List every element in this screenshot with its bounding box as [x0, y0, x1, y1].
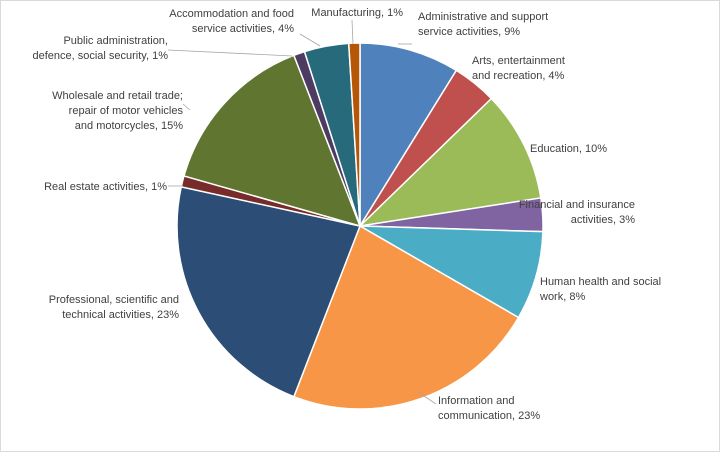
data-label-line: and motorcycles, 15% [75, 120, 183, 132]
pie-slice-3 [357, 97, 542, 228]
data-label-line: Information and [438, 395, 514, 407]
data-label-line: Education, 10% [530, 143, 607, 155]
data-label-1: Administrative and support service activi… [418, 11, 548, 38]
data-label-line: Human health and social [540, 276, 661, 288]
data-label-2: Arts, entertainment and recreation, 4% [472, 55, 565, 82]
leader-line-10 [167, 49, 293, 57]
pie-slice-7 [176, 185, 362, 398]
data-label-line: work, 8% [539, 291, 585, 303]
data-label-5: Human health and social work, 8% [539, 276, 661, 303]
data-label-9: Wholesale and retail trade; repair of mot… [52, 90, 183, 132]
data-label-line: service activities, 4% [192, 23, 294, 35]
pie-slice-9 [183, 54, 362, 228]
data-label-line: repair of motor vehicles [69, 105, 184, 117]
data-label-line: Public administration, [63, 35, 168, 47]
data-label-line: communication, 23% [438, 410, 540, 422]
pie-slice-6 [292, 224, 520, 410]
leader-line-12 [351, 19, 354, 45]
leader-line-6 [417, 391, 437, 405]
pie-slice-12 [347, 42, 361, 227]
data-label-6: Information and communication, 23% [438, 395, 540, 422]
leader-lines [167, 19, 437, 405]
data-label-line: Real estate activities, 1% [44, 181, 167, 193]
data-label-line: Administrative and support [418, 11, 548, 23]
data-label-line: and recreation, 4% [472, 70, 565, 82]
data-label-line: defence, social security, 1% [32, 50, 168, 62]
data-label-line: Wholesale and retail trade; [52, 90, 183, 102]
data-label-4: Financial and insurance activities, 3% [519, 199, 635, 226]
data-label-line: technical activities, 23% [62, 309, 179, 321]
pie-slices [176, 42, 544, 410]
data-label-line: service activities, 9% [418, 26, 520, 38]
data-label-11: Accommodation and food service activities… [169, 8, 294, 35]
leader-line-9 [182, 103, 191, 111]
data-label-line: Financial and insurance [519, 199, 635, 211]
data-label-line: activities, 3% [571, 214, 635, 226]
data-label-line: Arts, entertainment [472, 55, 565, 67]
data-label-line: Accommodation and food [169, 8, 294, 20]
data-label-8: Real estate activities, 1% [44, 181, 167, 193]
data-labels: Administrative and support service activi… [32, 7, 661, 422]
data-label-line: Professional, scientific and [49, 294, 179, 306]
leader-line-11 [299, 33, 321, 47]
data-label-10: Public administration, defence, social se… [32, 35, 168, 62]
pie-slice-1 [359, 42, 458, 229]
data-label-7: Professional, scientific and technical ac… [49, 294, 179, 321]
data-label-3: Education, 10% [530, 143, 607, 155]
data-label-line: Manufacturing, 1% [311, 7, 403, 19]
data-label-12: Manufacturing, 1% [311, 7, 403, 19]
